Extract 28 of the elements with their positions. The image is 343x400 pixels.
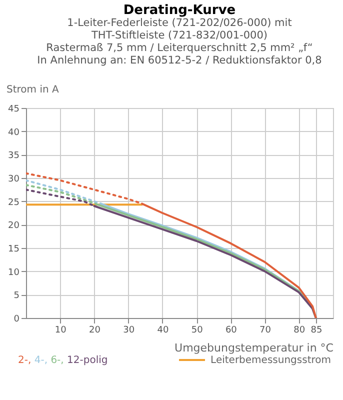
x-tick-label: 30 (123, 326, 135, 336)
x-tick-label: 20 (88, 326, 101, 336)
text: 2-, (18, 355, 32, 366)
x-tick-label: 60 (225, 326, 238, 336)
y-axis-title: Strom in A (6, 84, 59, 96)
y-tick-label: 25 (8, 198, 20, 208)
y-tick-label: 0 (14, 314, 20, 324)
y-tick-label: 10 (8, 268, 20, 278)
y-tick-label: 40 (8, 128, 20, 138)
y-tick-label: 5 (14, 291, 20, 302)
legend-label: Leiterbemessungsstrom (210, 355, 331, 366)
x-tick-label: 70 (260, 326, 272, 336)
y-tick-label: 15 (8, 244, 20, 254)
y-tick-label: 20 (8, 221, 20, 232)
chart-subtitle: 1-Leiter-Federleiste (721-202/026-000) mit THT-Stiftleiste (721-832/001-000) Rastermaß 7,5 mm / Leiterquerschnitt 2,5 mm² „f“ In Anlehnung an: EN 60512-5-2 / Reduktionsfaktor 0,8 (37, 17, 322, 66)
y-tick-label: 30 (8, 174, 20, 184)
x-tick-label: 10 (54, 326, 67, 336)
x-axis-title: Umgebungstemperatur in °C (174, 342, 334, 354)
chart-title: Derating-Kurve (123, 3, 236, 18)
text: 12-polig (67, 355, 108, 366)
x-tick-label: 40 (157, 326, 169, 336)
text: 6-, (50, 355, 64, 366)
x-tick-label: 85 (310, 326, 322, 336)
y-tick-label: 45 (8, 104, 20, 114)
text: 4-, (34, 355, 48, 366)
x-tick-label: 50 (191, 326, 204, 336)
y-tick-label: 35 (8, 151, 20, 162)
x-tick-label: 80 (294, 326, 306, 336)
